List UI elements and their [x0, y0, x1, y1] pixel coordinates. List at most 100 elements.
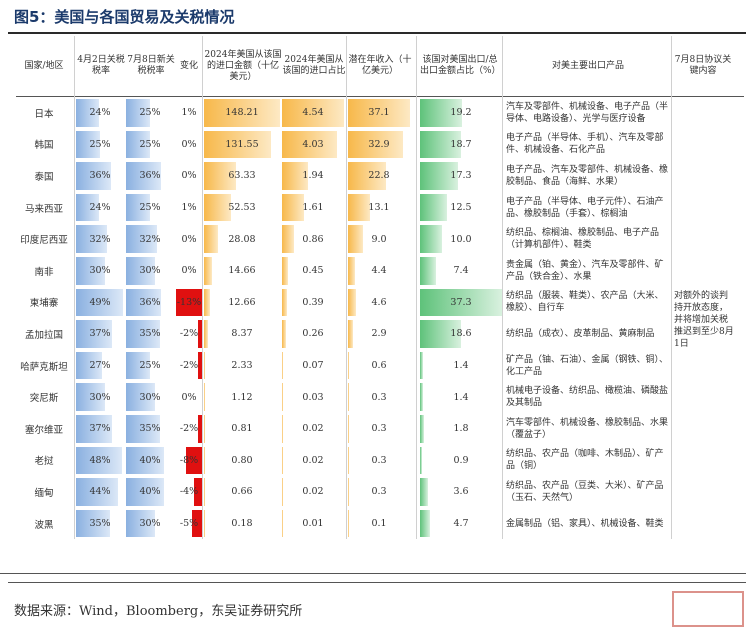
export-share-cell: 37.3 [420, 287, 502, 319]
import-share-bar [282, 415, 283, 443]
change-cell-value: -4% [179, 486, 199, 498]
import-share-cell: 0.39 [282, 287, 344, 319]
apr-rate-cell-value: 37% [89, 423, 111, 435]
export-share-bar [420, 478, 428, 506]
potential-revenue-bar [348, 320, 353, 348]
jul-rate-cell-value: 35% [139, 423, 161, 435]
jul-rate-bar [126, 509, 155, 538]
potential-revenue-cell-value: 4.6 [371, 296, 387, 308]
export-share-bar [420, 446, 422, 475]
change-bar [186, 446, 202, 475]
country-cell-value: 孟加拉国 [24, 329, 63, 341]
column-separator [671, 36, 672, 540]
header-us-import: 2024年美国从该国的进口金额（十亿美元） [204, 49, 282, 82]
country-cell-value: 缅甸 [34, 487, 54, 499]
jul-rate-cell-value: 30% [139, 518, 161, 530]
apr-rate-cell-value: 25% [89, 138, 111, 150]
import-share-cell-value: 4.03 [302, 138, 324, 150]
potential-revenue-cell-value: 2.9 [371, 328, 387, 340]
country-cell-value: 马来西亚 [24, 203, 63, 215]
table-row: 马来西亚 24% 25% 1% 52.53 1.61 13.1 12.5 电子产品（半导体、电子… [16, 192, 744, 224]
table-row: 老挝 48% 40% -8% 0.80 0.02 0.3 0.9 纺织品、农产品（咖啡、木制品）… [16, 445, 744, 477]
products-cell-value: 电子产品（半导体、手机）、汽车及零部件、机械设备、石化产品 [506, 133, 664, 156]
change-cell: 0% [176, 160, 202, 192]
export-share-cell-value: 17.3 [450, 170, 472, 182]
potential-revenue-bar [348, 162, 387, 190]
watermark-stamp [672, 591, 744, 627]
us-import-bar [204, 351, 206, 380]
import-share-bar [282, 225, 294, 253]
table-row: 泰国 36% 36% 0% 63.33 1.94 22.8 17.3 电子产品、汽车及零部件、机… [16, 160, 744, 192]
import-share-bar [282, 351, 283, 380]
apr-rate-bar [76, 320, 112, 348]
us-import-bar [204, 320, 209, 348]
country-cell-value: 韩国 [34, 140, 54, 152]
import-share-cell-value: 0.03 [302, 391, 324, 403]
import-share-cell: 1.94 [282, 160, 344, 192]
apr-rate-cell: 49% [76, 287, 124, 319]
change-cell: 0% [176, 255, 202, 287]
products-cell: 纺织品（成衣）、皮革制品、黄麻制品 [506, 318, 670, 350]
jul-rate-bar [126, 351, 150, 380]
potential-revenue-cell-value: 0.6 [371, 360, 387, 372]
us-import-cell-value: 2.33 [231, 360, 253, 372]
country-cell: 印度尼西亚 [16, 223, 72, 255]
import-share-cell: 0.02 [282, 413, 344, 445]
export-share-cell: 7.4 [420, 255, 502, 287]
potential-revenue-cell: 0.3 [348, 413, 410, 445]
change-cell: -8% [176, 445, 202, 477]
apr-rate-cell-value: 44% [89, 486, 111, 498]
table-row: 日本 24% 25% 1% 148.21 4.54 37.1 19.2 汽车及零部件、机械设备、… [16, 97, 744, 129]
export-share-cell: 17.3 [420, 160, 502, 192]
us-import-cell-value: 12.66 [228, 296, 256, 308]
us-import-cell: 0.18 [204, 508, 280, 540]
header-apr-rate: 4月2日关税税率 [77, 55, 125, 76]
jul-rate-bar [126, 130, 150, 159]
jul-rate-bar [126, 257, 155, 285]
change-cell: 0% [176, 223, 202, 255]
products-cell: 电子产品（半导体、手机）、汽车及零部件、机械设备、石化产品 [506, 129, 670, 161]
source-note: 数据来源：Wind，Bloomberg，东吴证券研究所 [14, 604, 303, 619]
apr-rate-bar [76, 225, 107, 253]
apr-rate-cell-value: 30% [89, 391, 111, 403]
country-cell: 突尼斯 [16, 381, 72, 413]
footer-rule [8, 582, 746, 583]
jul-rate-cell: 35% [126, 413, 174, 445]
us-import-bar [204, 383, 205, 411]
change-cell-value: -5% [179, 518, 199, 530]
country-cell: 塞尔维亚 [16, 413, 72, 445]
header-export-share: 该国对美国出口/总出口金额占比（%） [420, 55, 501, 76]
change-cell-value: 0% [181, 138, 197, 150]
apr-rate-cell-value: 24% [89, 202, 111, 214]
export-share-cell-value: 0.9 [453, 454, 469, 466]
jul-rate-cell-value: 25% [139, 107, 161, 119]
jul-rate-cell-value: 32% [139, 233, 161, 245]
jul-rate-bar [126, 288, 161, 317]
apr-rate-bar [76, 478, 119, 506]
header-products: 对美主要出口产品 [551, 60, 624, 71]
change-cell: -2% [176, 413, 202, 445]
change-cell-value: -2% [179, 423, 199, 435]
us-import-bar [204, 415, 205, 443]
apr-rate-bar [76, 99, 100, 127]
import-share-cell-value: 0.02 [302, 454, 324, 466]
table-row: 缅甸 44% 40% -4% 0.66 0.02 0.3 3.6 纺织品、农产品（豆类、大米）、… [16, 476, 744, 508]
export-share-cell: 3.6 [420, 476, 502, 508]
import-share-cell: 0.86 [282, 223, 344, 255]
export-share-cell-value: 18.6 [450, 328, 472, 340]
import-share-cell-value: 4.54 [302, 107, 324, 119]
potential-revenue-cell: 0.1 [348, 508, 410, 540]
apr-rate-cell: 24% [76, 192, 124, 224]
us-import-cell: 28.08 [204, 223, 280, 255]
change-bar [198, 351, 202, 380]
us-import-bar [204, 478, 205, 506]
jul-rate-cell: 36% [126, 160, 174, 192]
us-import-cell: 52.53 [204, 192, 280, 224]
us-import-bar [204, 225, 219, 253]
import-share-cell-value: 0.86 [302, 233, 324, 245]
apr-rate-bar [76, 446, 123, 475]
export-share-bar [420, 288, 502, 317]
us-import-cell: 0.66 [204, 476, 280, 508]
export-share-bar [420, 193, 448, 222]
change-bar [198, 415, 202, 443]
